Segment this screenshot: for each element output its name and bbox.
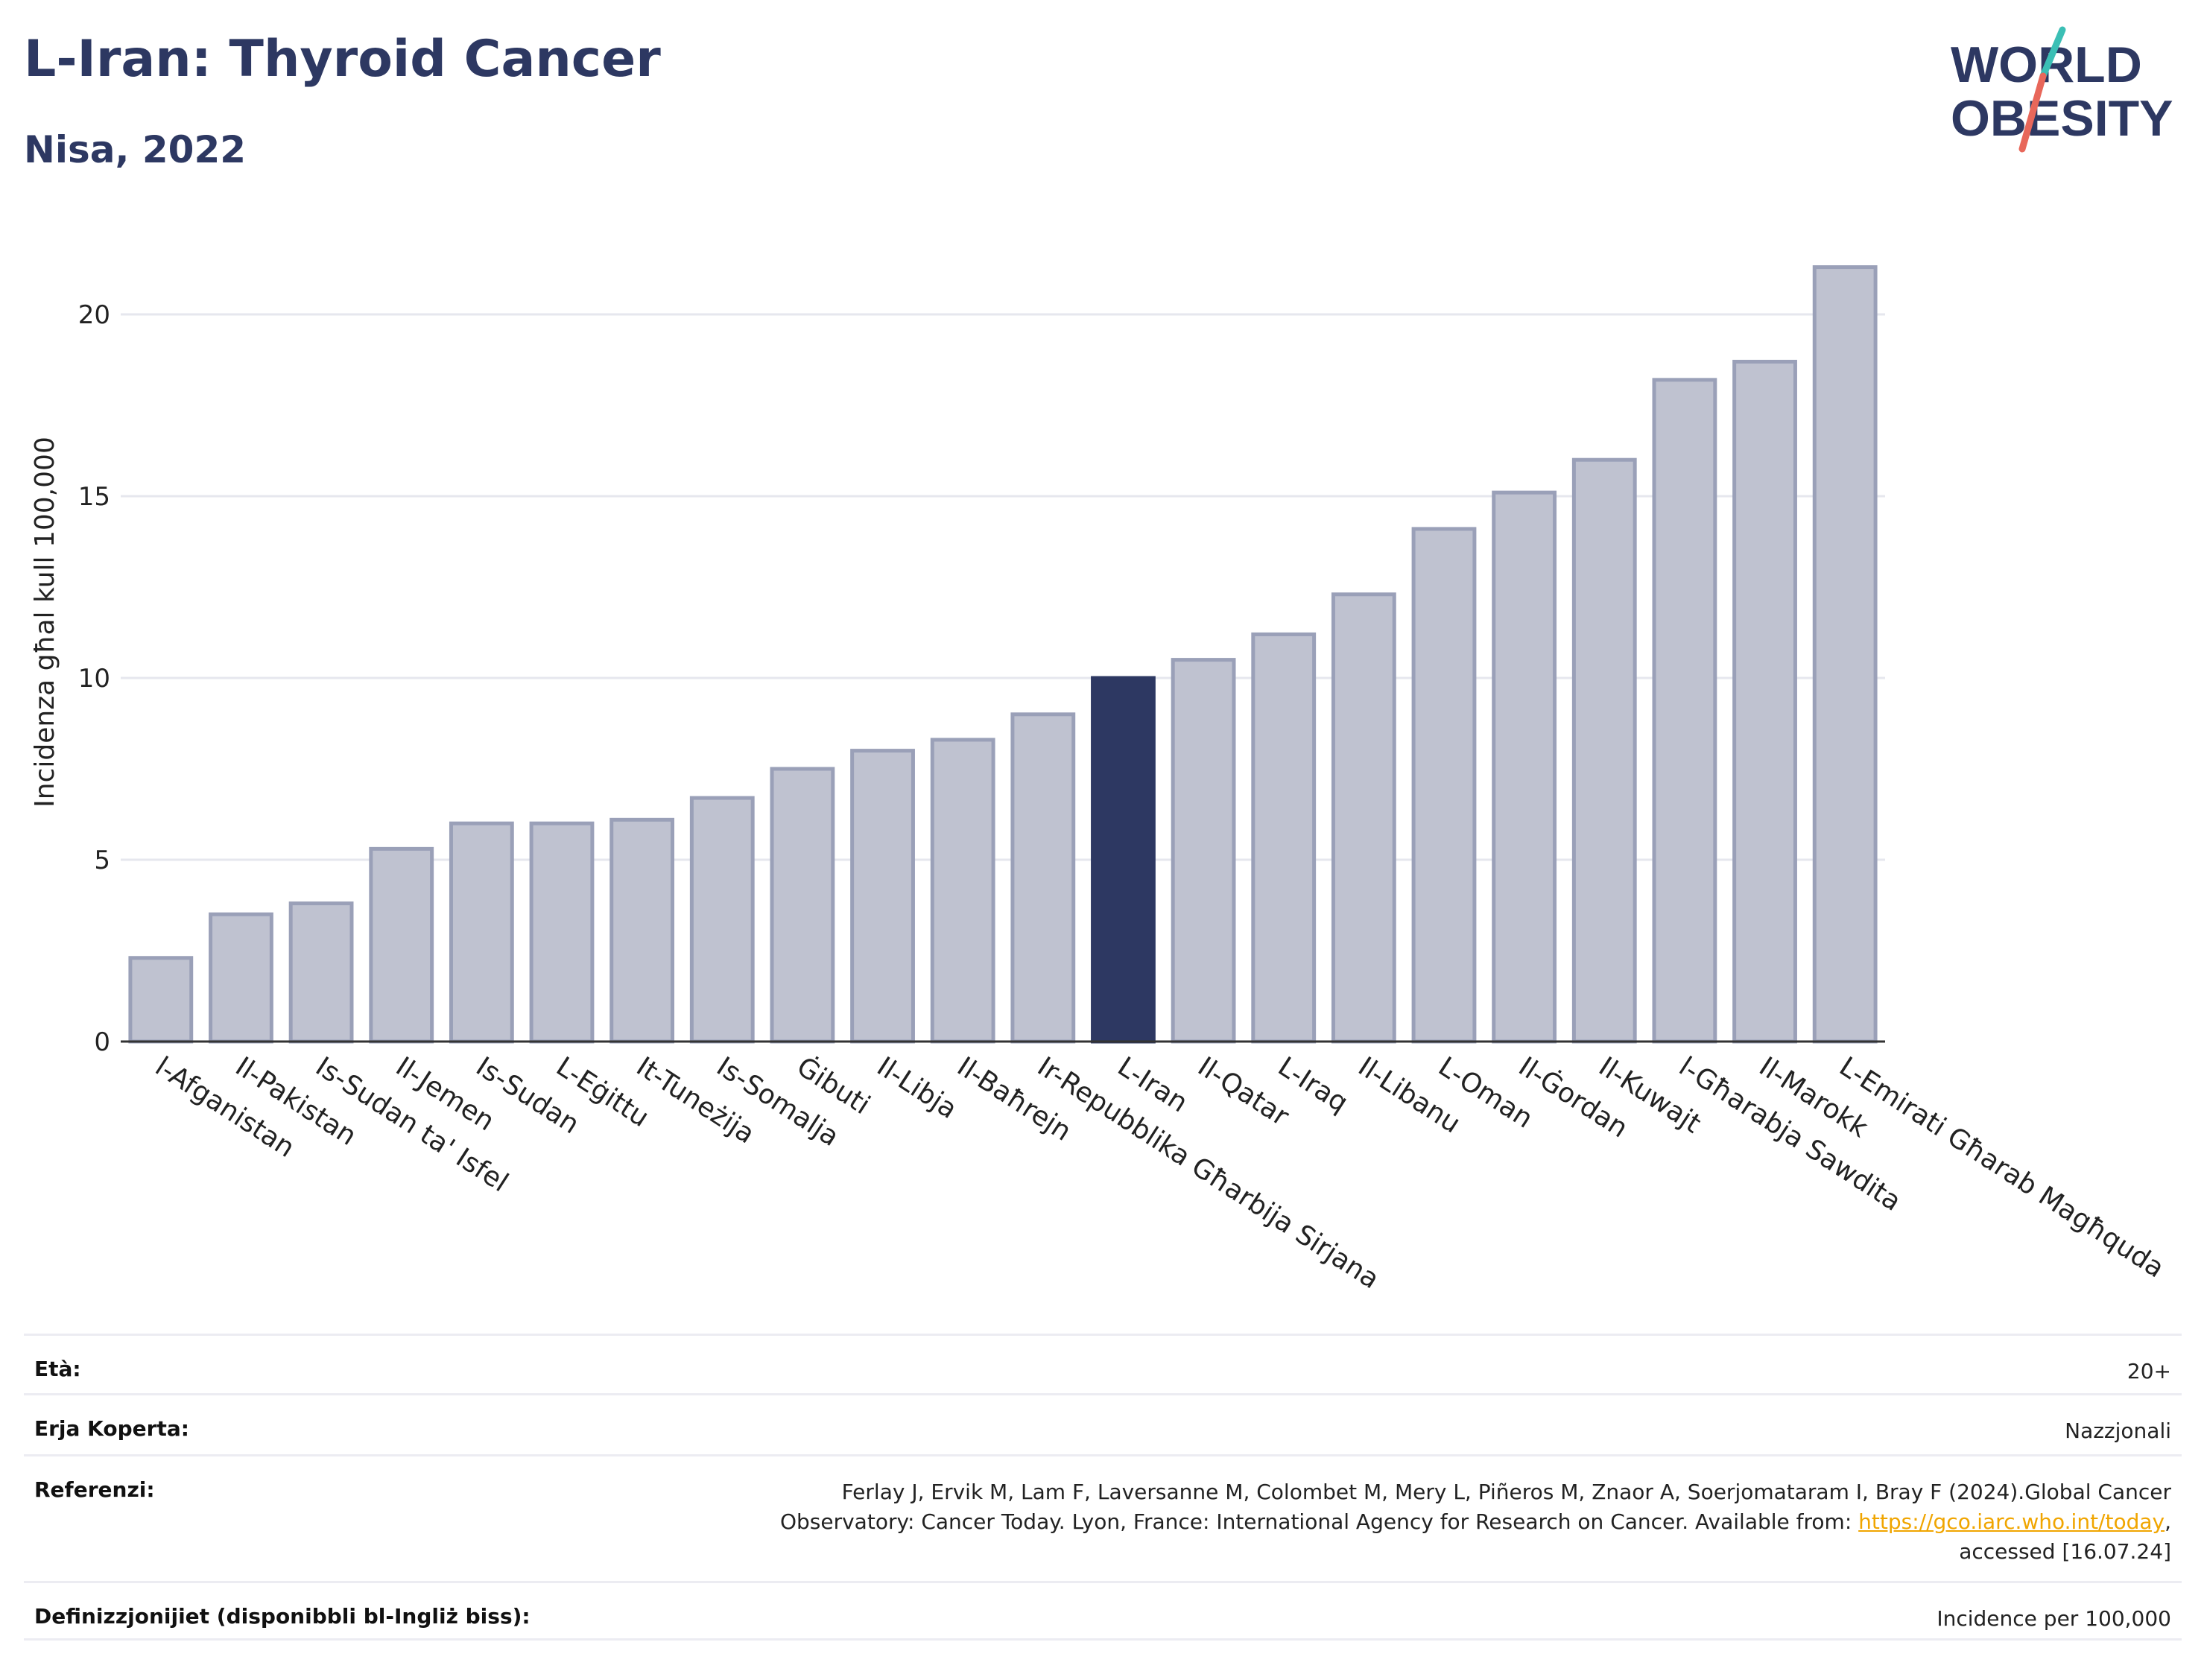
bar[interactable] bbox=[930, 738, 995, 1044]
age-label: Età: bbox=[34, 1357, 81, 1381]
bar[interactable] bbox=[1812, 265, 1878, 1044]
y-tick-label: 10 bbox=[78, 664, 110, 694]
meta-row-age: Età: 20+ bbox=[24, 1334, 2182, 1393]
bar[interactable] bbox=[850, 749, 915, 1044]
bar-chart: 0 5 10 15 20 l-AfganistanIl-PakistanIs-Sudan… bbox=[30, 265, 2170, 1295]
bar[interactable] bbox=[1171, 658, 1236, 1044]
reference-link[interactable]: https://gco.iarc.who.int/today bbox=[1858, 1509, 2165, 1534]
bar[interactable] bbox=[1331, 592, 1396, 1044]
page-title: L-Iran: Thyroid Cancer bbox=[24, 30, 661, 89]
x-tick-label: Il-Qatar bbox=[1192, 1051, 1294, 1132]
bar[interactable] bbox=[1411, 527, 1477, 1044]
y-tick-label: 0 bbox=[94, 1027, 110, 1057]
bar[interactable] bbox=[449, 821, 514, 1044]
meta-row-area: Erja Koperta: Nazzjonali bbox=[24, 1393, 2182, 1454]
bar[interactable] bbox=[609, 817, 675, 1044]
age-value: 20+ bbox=[2127, 1359, 2171, 1383]
world-obesity-logo: WORLD OBESITY bbox=[1951, 26, 2173, 153]
y-tick-labels: 0 5 10 15 20 bbox=[78, 300, 110, 1057]
meta-row-references: Referenzi: Ferlay J, Ervik M, Lam F, Lav… bbox=[24, 1454, 2182, 1581]
reference-text-line1: Ferlay J, Ervik M, Lam F, Laversanne M, … bbox=[841, 1480, 2171, 1504]
definitions-value: Incidence per 100,000 bbox=[1937, 1606, 2171, 1631]
y-tick-label: 20 bbox=[78, 300, 110, 330]
reference-text-line2: Observatory: Cancer Today. Lyon, France:… bbox=[779, 1509, 1859, 1534]
area-label: Erja Koperta: bbox=[34, 1416, 189, 1441]
page-subtitle: Nisa, 2022 bbox=[24, 128, 247, 171]
y-tick-label: 5 bbox=[94, 846, 110, 875]
bars bbox=[128, 265, 1878, 1044]
bar[interactable] bbox=[1492, 490, 1557, 1044]
reference-text-line3: accessed [16.07.24] bbox=[1959, 1539, 2171, 1564]
bar[interactable] bbox=[1010, 712, 1076, 1044]
bar[interactable] bbox=[689, 796, 755, 1044]
bar[interactable] bbox=[770, 767, 835, 1044]
meta-row-definitions: Definizzjonijiet (disponibbli bl-Ingliż … bbox=[24, 1581, 2182, 1641]
bar[interactable] bbox=[1732, 359, 1797, 1044]
area-value: Nazzjonali bbox=[2065, 1419, 2171, 1443]
references-value: Ferlay J, Ervik M, Lam F, Laversanne M, … bbox=[780, 1477, 2171, 1567]
references-label: Referenzi: bbox=[34, 1477, 155, 1502]
metadata-table: Età: 20+ Erja Koperta: Nazzjonali Refere… bbox=[24, 1334, 2182, 1641]
y-axis-label: Incidenza għal kull 100,000 bbox=[30, 437, 60, 808]
bar[interactable] bbox=[1571, 457, 1637, 1044]
bar[interactable] bbox=[369, 846, 434, 1044]
reference-comma: , bbox=[2165, 1509, 2171, 1534]
bar[interactable] bbox=[1251, 632, 1317, 1044]
bar[interactable] bbox=[1652, 378, 1717, 1044]
x-tick-label: L-Emirati Għarab Magħquda bbox=[1834, 1051, 2169, 1284]
bar[interactable] bbox=[288, 901, 354, 1044]
bar[interactable] bbox=[529, 821, 595, 1044]
definitions-label: Definizzjonijiet (disponibbli bl-Ingliż … bbox=[34, 1604, 531, 1629]
y-tick-label: 15 bbox=[78, 482, 110, 512]
bar[interactable] bbox=[209, 912, 273, 1044]
bar[interactable] bbox=[128, 956, 194, 1044]
bar[interactable] bbox=[1091, 676, 1156, 1044]
x-tick-label: Il-Libja bbox=[872, 1051, 963, 1125]
logo-line2: OBESITY bbox=[1951, 90, 2173, 147]
